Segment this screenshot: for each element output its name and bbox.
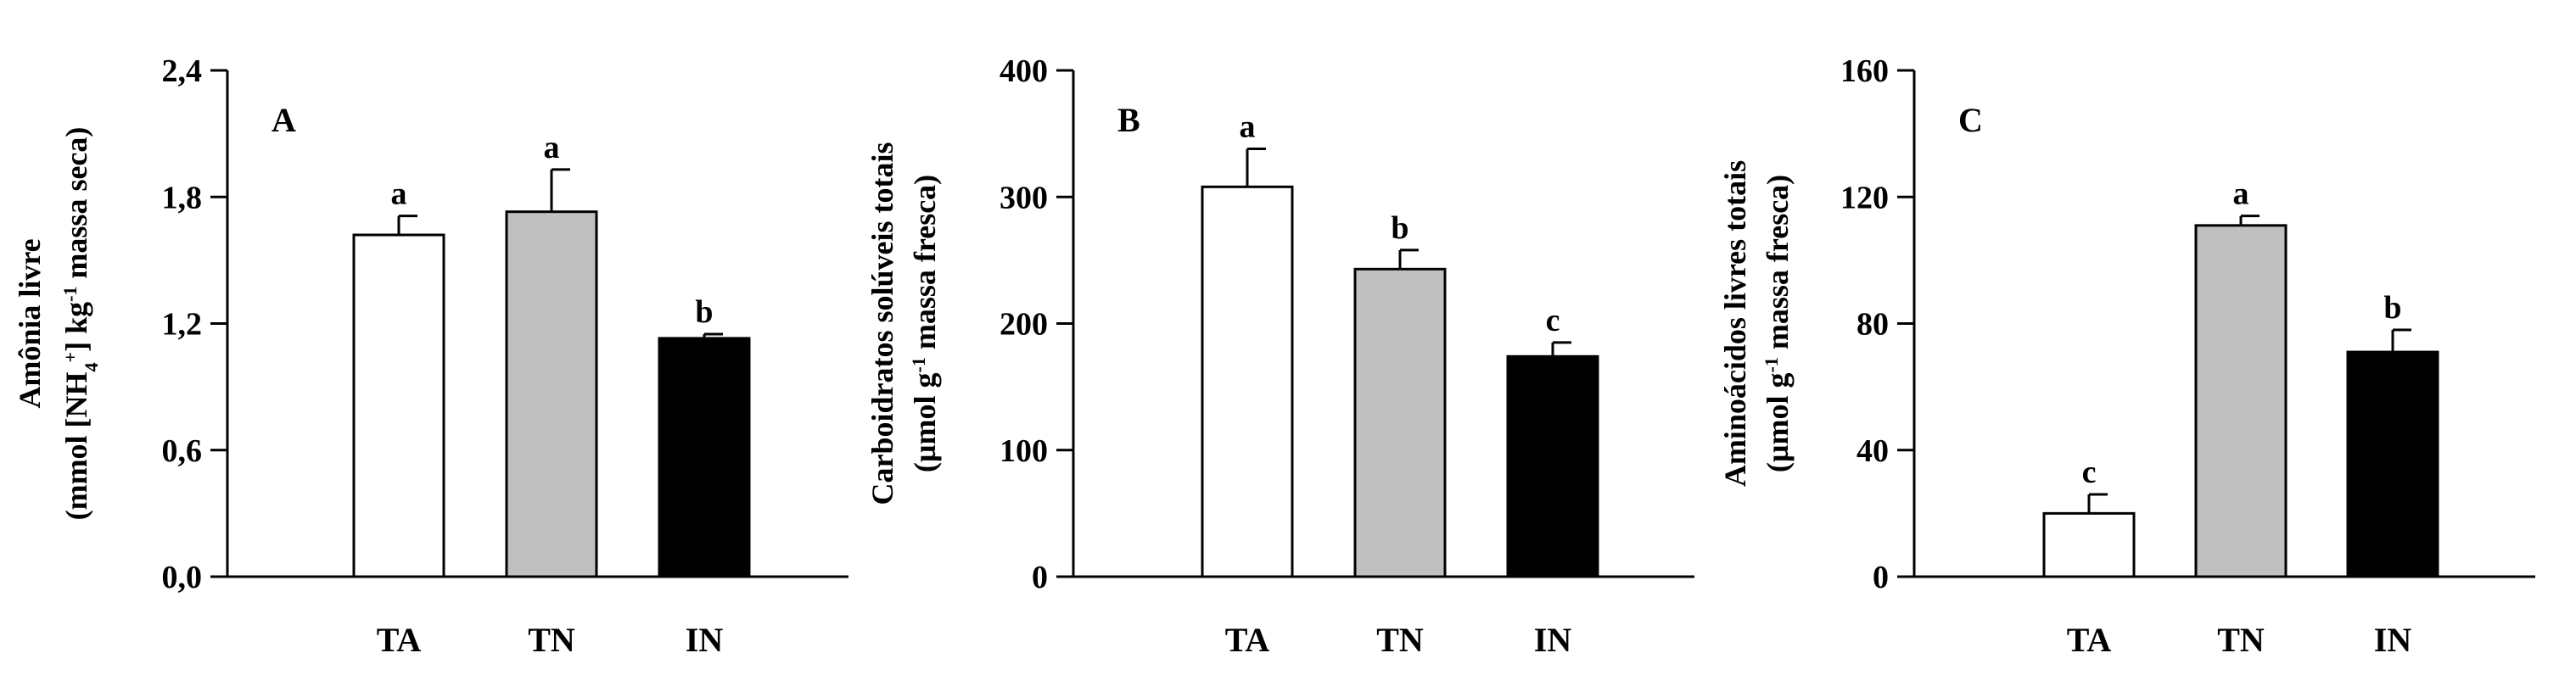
significance-letter: c bbox=[2082, 455, 2097, 490]
significance-letter: b bbox=[1391, 210, 1408, 246]
significance-letter: b bbox=[695, 294, 713, 330]
bar-tn bbox=[2194, 224, 2288, 578]
y-tick-label: 80 bbox=[1856, 307, 1889, 343]
bar-ta bbox=[352, 233, 445, 578]
y-tick-label: 300 bbox=[1000, 180, 1048, 215]
y-axis-title-line1: Aminoácidos livres totais bbox=[1718, 160, 1752, 487]
y-tick-label: 200 bbox=[1000, 307, 1048, 343]
y-tick-label: 100 bbox=[1000, 433, 1048, 469]
chart-panel-b: 0 100 200 300 400 a TA b TN c IN B Carboidratos solú… bbox=[865, 53, 1694, 659]
bar-tn bbox=[1353, 267, 1447, 578]
x-category-label: TA bbox=[1225, 621, 1270, 659]
bar-ta bbox=[1201, 185, 1294, 578]
bar-in bbox=[2346, 350, 2439, 578]
y-tick-label: 400 bbox=[1000, 53, 1048, 89]
y-axis-title-line2: (µmol g-1 massa fresca) bbox=[1761, 175, 1795, 472]
panel-label: C bbox=[1958, 101, 1983, 139]
y-tick-label: 0 bbox=[1873, 560, 1889, 595]
x-category-label: TA bbox=[2067, 621, 2112, 659]
x-category-label: TN bbox=[2217, 621, 2265, 659]
bar-ta bbox=[2042, 511, 2136, 578]
x-category-label: TN bbox=[528, 621, 575, 659]
x-category-label: TN bbox=[1376, 621, 1424, 659]
chart-panel-c: 0 40 80 120 160 c TA a TN b IN C Aminoácidos livres … bbox=[1718, 53, 2535, 659]
bar-in bbox=[658, 337, 751, 578]
y-tick-label: 40 bbox=[1856, 433, 1889, 469]
chart-panel-a: 0,0 0,6 1,2 1,8 2,4 a TA a TN b IN A Amônia livre (mm… bbox=[13, 53, 848, 659]
significance-letter: a bbox=[1240, 109, 1256, 145]
y-tick-label: 0 bbox=[1032, 560, 1048, 595]
significance-letter: c bbox=[1546, 303, 1560, 338]
y-tick-label: 1,8 bbox=[162, 180, 203, 215]
y-tick-label: 0,6 bbox=[162, 433, 203, 469]
y-axis-title-line1: Carboidratos solúveis totais bbox=[865, 142, 899, 505]
x-category-label: IN bbox=[1534, 621, 1572, 659]
y-axis-title-line1: Amônia livre bbox=[13, 238, 47, 408]
bar-in bbox=[1506, 354, 1599, 578]
bar-tn bbox=[505, 210, 598, 578]
y-axis-title-line2: (mmol [NH4+] kg-1 massa seca) bbox=[59, 127, 102, 521]
y-tick-label: 160 bbox=[1840, 53, 1889, 89]
panel-label: A bbox=[272, 101, 296, 139]
significance-letter: b bbox=[2383, 290, 2401, 326]
significance-letter: a bbox=[544, 130, 560, 165]
significance-letter: a bbox=[2233, 176, 2249, 212]
y-tick-label: 1,2 bbox=[162, 307, 203, 343]
significance-letter: a bbox=[391, 176, 407, 212]
panel-label: B bbox=[1117, 101, 1140, 139]
y-axis-title-line2: (µmol g-1 massa fresca) bbox=[908, 175, 943, 472]
x-category-label: IN bbox=[686, 621, 724, 659]
y-tick-label: 2,4 bbox=[162, 53, 203, 89]
y-tick-label: 0,0 bbox=[162, 560, 203, 595]
x-category-label: IN bbox=[2374, 621, 2412, 659]
y-tick-label: 120 bbox=[1840, 180, 1889, 215]
x-category-label: TA bbox=[377, 621, 422, 659]
